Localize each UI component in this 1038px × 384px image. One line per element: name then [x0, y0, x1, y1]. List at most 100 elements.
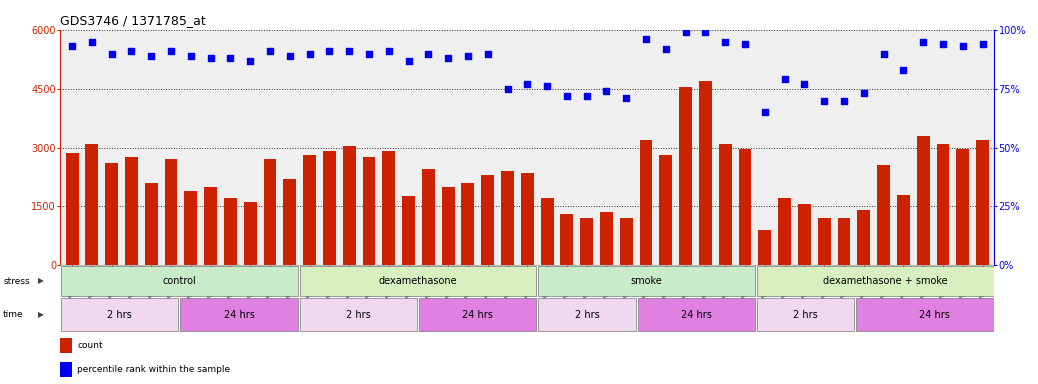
Bar	[620, 218, 633, 265]
Bar	[382, 151, 395, 265]
Text: 2 hrs: 2 hrs	[346, 310, 371, 319]
Point	[657, 46, 674, 52]
Bar	[857, 210, 870, 265]
Bar	[637, 298, 755, 331]
Bar	[838, 218, 850, 265]
Text: dexamethasone: dexamethasone	[379, 276, 458, 286]
Point	[757, 109, 773, 115]
Point	[124, 48, 140, 54]
Bar	[165, 159, 177, 265]
Point	[796, 81, 813, 87]
Point	[183, 53, 199, 59]
Bar	[224, 199, 237, 265]
Bar	[976, 140, 989, 265]
Point	[678, 29, 694, 35]
Bar	[757, 266, 1013, 296]
Point	[578, 93, 595, 99]
Text: dexamethasone + smoke: dexamethasone + smoke	[823, 276, 948, 286]
Bar	[897, 195, 909, 265]
Bar	[303, 156, 316, 265]
Point	[401, 58, 417, 64]
Point	[558, 93, 575, 99]
Bar	[759, 230, 771, 265]
Bar	[539, 266, 755, 296]
Point	[84, 39, 101, 45]
Point	[381, 48, 398, 54]
Bar	[264, 159, 276, 265]
Bar	[600, 212, 612, 265]
Bar	[699, 81, 712, 265]
Text: 24 hrs: 24 hrs	[462, 310, 493, 319]
Point	[460, 53, 476, 59]
Point	[975, 41, 991, 47]
Bar	[501, 171, 514, 265]
Text: 24 hrs: 24 hrs	[681, 310, 712, 319]
Point	[360, 50, 377, 56]
Text: 2 hrs: 2 hrs	[575, 310, 599, 319]
Point	[163, 48, 180, 54]
Bar	[60, 362, 73, 377]
Point	[480, 50, 496, 56]
Point	[737, 41, 754, 47]
Point	[63, 43, 80, 50]
Text: time: time	[3, 310, 24, 319]
Point	[539, 83, 555, 89]
Text: GDS3746 / 1371785_at: GDS3746 / 1371785_at	[60, 15, 206, 27]
Text: 2 hrs: 2 hrs	[793, 310, 818, 319]
Bar	[798, 204, 811, 265]
Text: percentile rank within the sample: percentile rank within the sample	[77, 365, 230, 374]
Text: ▶: ▶	[38, 276, 45, 285]
Point	[836, 98, 852, 104]
Point	[104, 50, 120, 56]
Bar	[718, 144, 732, 265]
Point	[618, 95, 634, 101]
Point	[242, 58, 258, 64]
Bar	[917, 136, 930, 265]
Text: 24 hrs: 24 hrs	[920, 310, 950, 319]
Text: count: count	[77, 341, 103, 350]
Bar	[442, 187, 455, 265]
Bar	[659, 156, 673, 265]
Bar	[85, 144, 99, 265]
Point	[281, 53, 298, 59]
Bar	[739, 149, 752, 265]
Bar	[956, 149, 969, 265]
Bar	[778, 199, 791, 265]
Text: ▶: ▶	[38, 310, 45, 319]
Bar	[561, 214, 573, 265]
Bar	[639, 140, 653, 265]
Bar	[362, 157, 376, 265]
Text: control: control	[163, 276, 196, 286]
Point	[340, 48, 357, 54]
Point	[321, 48, 337, 54]
Point	[598, 88, 614, 94]
Point	[698, 29, 714, 35]
Bar	[61, 266, 298, 296]
Bar	[419, 298, 537, 331]
Point	[816, 98, 832, 104]
Point	[914, 39, 931, 45]
Bar	[65, 153, 79, 265]
Bar	[125, 157, 138, 265]
Point	[875, 50, 892, 56]
Bar	[580, 218, 593, 265]
Point	[420, 50, 437, 56]
Bar	[181, 298, 298, 331]
Bar	[936, 144, 950, 265]
Bar	[60, 338, 73, 353]
Bar	[105, 163, 118, 265]
Bar	[185, 190, 197, 265]
Bar	[679, 87, 692, 265]
Bar	[877, 165, 890, 265]
Bar	[818, 218, 830, 265]
Point	[519, 81, 536, 87]
Bar	[402, 197, 415, 265]
Text: stress: stress	[3, 276, 30, 285]
Point	[301, 50, 318, 56]
Bar	[204, 187, 217, 265]
Text: 24 hrs: 24 hrs	[223, 310, 254, 319]
Bar	[323, 151, 336, 265]
Bar	[244, 202, 256, 265]
Point	[637, 36, 654, 43]
Bar	[757, 298, 854, 331]
